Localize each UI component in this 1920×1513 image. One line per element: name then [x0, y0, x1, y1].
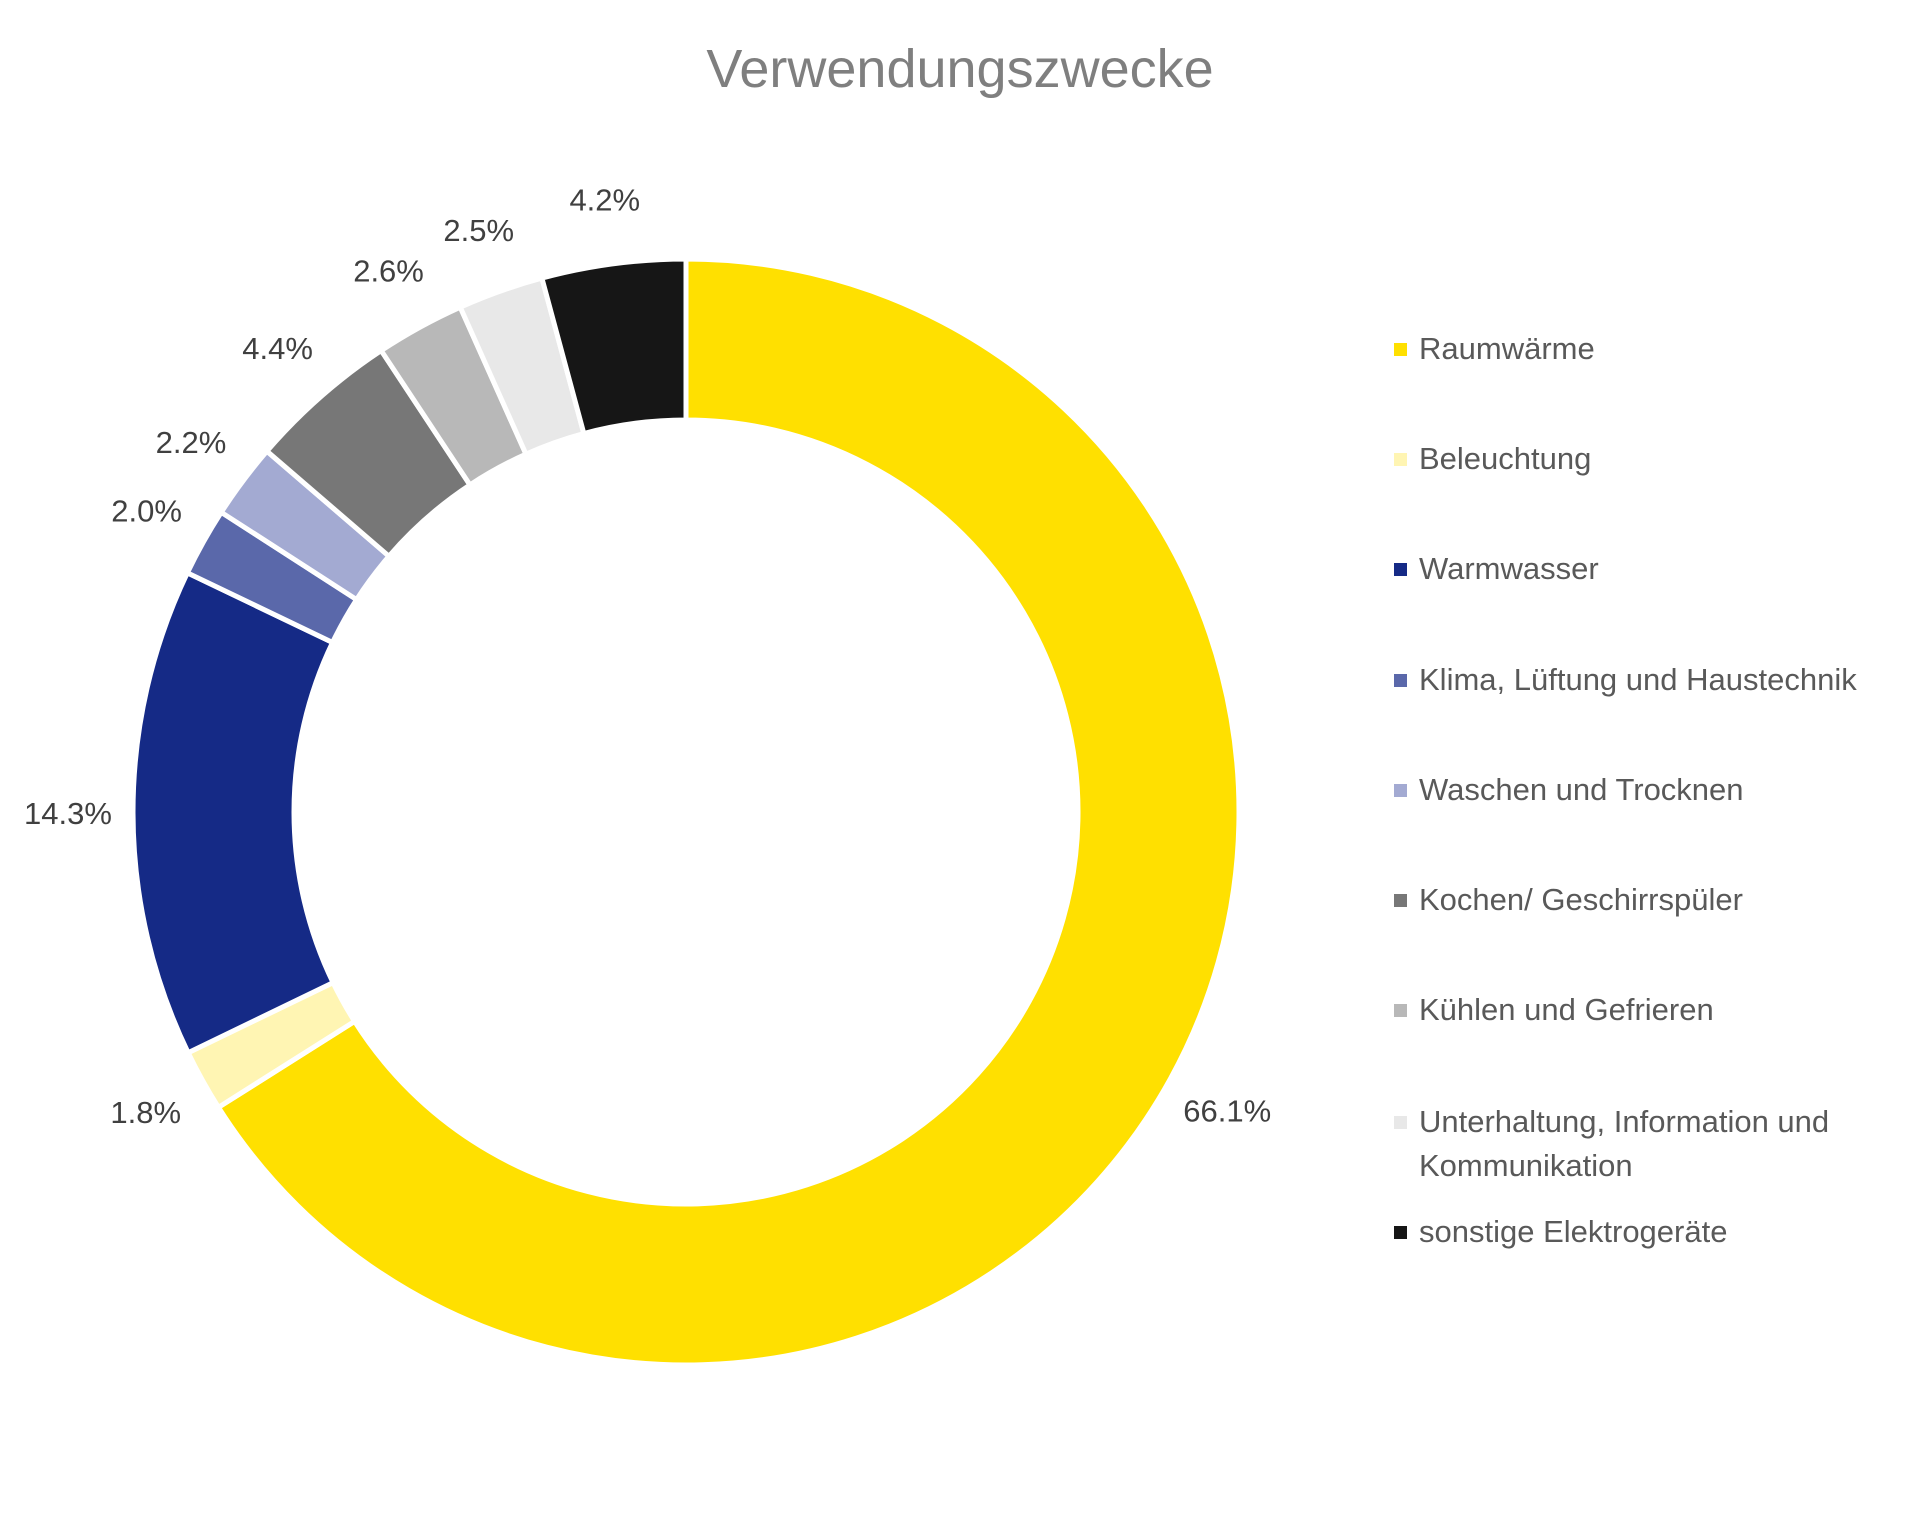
legend-swatch [1394, 563, 1407, 576]
legend-swatch [1394, 784, 1407, 797]
legend-label-line: Kommunikation [1419, 1148, 1633, 1183]
legend-label-line: Waschen und Trocknen [1419, 772, 1744, 807]
legend-label-line: Warmwasser [1419, 551, 1599, 586]
legend-label: Beleuchtung [1419, 437, 1591, 481]
slice-3 [130, 569, 337, 1057]
slice-9 [538, 256, 689, 437]
legend-label: Kochen/ Geschirrspüler [1419, 878, 1743, 922]
legend-label-line: Klima, Lüftung und Haustechnik [1419, 662, 1857, 697]
legend-label: Warmwasser [1419, 547, 1599, 591]
data-label: 2.0% [111, 493, 182, 528]
legend-swatch [1394, 343, 1407, 356]
chart-title: Verwendungszwecke [706, 39, 1214, 99]
legend-label-line: Beleuchtung [1419, 441, 1592, 476]
data-label: 14.3% [24, 796, 112, 831]
legend-label-line: Kühlen und Gefrieren [1419, 992, 1714, 1027]
legend-label: Kühlen und Gefrieren [1419, 988, 1714, 1032]
legend-swatch [1394, 1226, 1407, 1239]
legend-label-line: Unterhaltung, Information und [1419, 1104, 1830, 1139]
legend-label: Klima, Lüftung und Haustechnik [1419, 658, 1857, 702]
slice-1 [215, 256, 1242, 1368]
legend-label: Unterhaltung, Information und Kommunikati… [1419, 1100, 1829, 1188]
legend-label-line: Kochen/ Geschirrspüler [1419, 882, 1743, 917]
legend-label-line: sonstige Elektrogeräte [1419, 1214, 1728, 1249]
data-label: 66.1% [1183, 1093, 1271, 1128]
legend-label: sonstige Elektrogeräte [1419, 1210, 1727, 1254]
data-label: 2.5% [443, 213, 514, 248]
data-label: 2.2% [156, 425, 227, 460]
data-label: 1.8% [110, 1095, 181, 1130]
legend-swatch [1394, 674, 1407, 687]
data-label: 4.4% [242, 331, 313, 366]
legend-label: Waschen und Trocknen [1419, 768, 1744, 812]
legend-swatch [1394, 1004, 1407, 1017]
legend-swatch [1394, 894, 1407, 907]
legend-swatch [1394, 1116, 1407, 1129]
legend-swatch [1394, 453, 1407, 466]
legend-label-line: Raumwärme [1419, 331, 1595, 366]
legend-label: Raumwärme [1419, 327, 1595, 371]
data-label: 4.2% [569, 182, 640, 217]
data-label: 2.6% [353, 253, 424, 288]
